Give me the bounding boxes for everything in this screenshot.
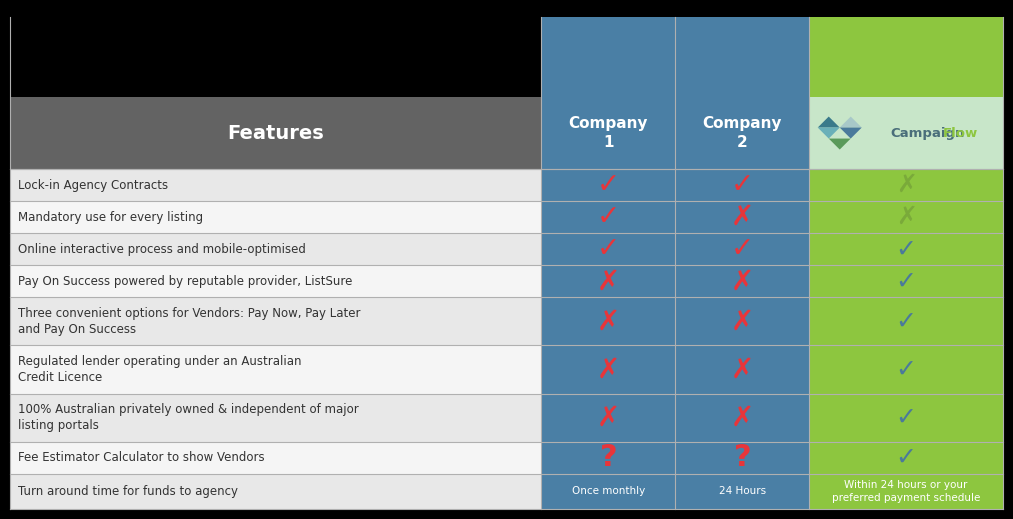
Bar — [10, 393, 541, 442]
Polygon shape — [829, 139, 851, 149]
Text: ✓: ✓ — [895, 358, 917, 381]
Text: Features: Features — [227, 124, 324, 143]
Text: ✗: ✗ — [730, 356, 754, 384]
Text: ✗: ✗ — [895, 205, 917, 229]
Text: ✗: ✗ — [597, 356, 620, 384]
Text: Once monthly: Once monthly — [571, 486, 645, 496]
Text: ✓: ✓ — [730, 171, 754, 199]
Bar — [809, 97, 1003, 169]
Text: Regulated lender operating under an Australian
Credit Licence: Regulated lender operating under an Aust… — [18, 355, 302, 384]
Text: Campaign: Campaign — [890, 127, 965, 140]
Text: Fee Estimator Calculator to show Vendors: Fee Estimator Calculator to show Vendors — [18, 451, 264, 464]
Text: ✓: ✓ — [597, 203, 620, 231]
Polygon shape — [817, 117, 840, 128]
Text: Online interactive process and mobile-optimised: Online interactive process and mobile-op… — [18, 243, 306, 256]
Text: Three convenient options for Vendors: Pay Now, Pay Later
and Pay On Success: Three convenient options for Vendors: Pa… — [18, 307, 361, 336]
Text: Company
1: Company 1 — [568, 116, 648, 150]
Text: ✓: ✓ — [895, 406, 917, 430]
Bar — [10, 297, 541, 346]
Text: ✗: ✗ — [730, 267, 754, 295]
Polygon shape — [840, 128, 862, 139]
Text: ✓: ✓ — [597, 171, 620, 199]
Text: Company
2: Company 2 — [703, 116, 782, 150]
Text: Lock-in Agency Contracts: Lock-in Agency Contracts — [18, 179, 168, 192]
Bar — [10, 97, 541, 169]
Bar — [10, 442, 541, 474]
Bar — [10, 265, 541, 297]
Text: ✗: ✗ — [730, 307, 754, 335]
Text: ✓: ✓ — [895, 446, 917, 470]
Bar — [10, 233, 541, 265]
Text: ✗: ✗ — [730, 404, 754, 432]
Text: ✓: ✓ — [730, 235, 754, 263]
Text: ?: ? — [733, 443, 752, 472]
Text: Mandatory use for every listing: Mandatory use for every listing — [18, 211, 204, 224]
Text: ✗: ✗ — [895, 173, 917, 197]
Text: 100% Australian privately owned & independent of major
listing portals: 100% Australian privately owned & indepe… — [18, 403, 359, 432]
Bar — [541, 17, 809, 509]
Bar — [809, 17, 1003, 509]
Text: ✓: ✓ — [895, 269, 917, 293]
Bar — [10, 346, 541, 393]
Bar — [10, 474, 541, 509]
Polygon shape — [817, 128, 840, 139]
Text: Flow: Flow — [943, 127, 978, 140]
Text: ?: ? — [600, 443, 617, 472]
Text: ✓: ✓ — [597, 235, 620, 263]
Text: ✓: ✓ — [895, 309, 917, 333]
Text: ✗: ✗ — [597, 267, 620, 295]
Bar — [10, 201, 541, 233]
Bar — [10, 169, 541, 201]
Text: ✗: ✗ — [597, 307, 620, 335]
Text: Turn around time for funds to agency: Turn around time for funds to agency — [18, 485, 238, 498]
Text: ✗: ✗ — [597, 404, 620, 432]
Text: ✓: ✓ — [895, 237, 917, 261]
Polygon shape — [840, 117, 862, 128]
Text: Within 24 hours or your
preferred payment schedule: Within 24 hours or your preferred paymen… — [832, 480, 981, 502]
Text: 24 Hours: 24 Hours — [719, 486, 766, 496]
Text: ✗: ✗ — [730, 203, 754, 231]
Text: Pay On Success powered by reputable provider, ListSure: Pay On Success powered by reputable prov… — [18, 275, 353, 288]
